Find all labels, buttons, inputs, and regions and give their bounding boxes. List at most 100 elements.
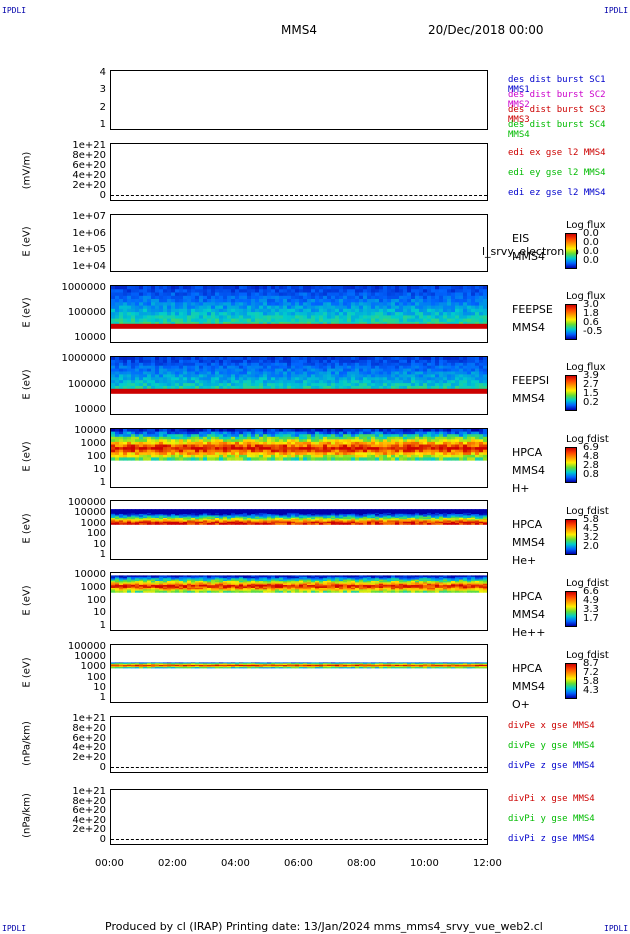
spectrogram-cell bbox=[247, 429, 252, 433]
spectrogram-cell bbox=[135, 590, 140, 593]
spectrogram-cell bbox=[167, 441, 172, 446]
spectrogram-cell bbox=[383, 509, 388, 511]
spectrogram-cell bbox=[155, 431, 160, 435]
spectrogram-cell bbox=[199, 457, 204, 461]
spectrogram-cell bbox=[267, 436, 272, 440]
spectrogram-cell bbox=[467, 362, 472, 367]
spectrogram-cell bbox=[243, 383, 248, 387]
spectrogram-cell bbox=[251, 362, 256, 367]
spectrogram-cell bbox=[419, 374, 424, 378]
spectrogram-cell bbox=[139, 359, 144, 364]
spectrogram-cell bbox=[151, 510, 156, 513]
spectrogram-cell bbox=[427, 289, 432, 294]
spectrogram-cell bbox=[147, 359, 152, 364]
spectrogram-cell bbox=[207, 386, 212, 390]
spectrogram-cell bbox=[363, 519, 368, 522]
spectrogram-cell bbox=[439, 315, 444, 320]
spectrogram-cell bbox=[367, 439, 372, 443]
spectrogram-cell bbox=[207, 289, 212, 294]
spectrogram-cell bbox=[463, 362, 468, 367]
spectrogram-cell bbox=[307, 295, 312, 300]
spectrogram-cell bbox=[303, 295, 308, 300]
spectrogram-cell bbox=[467, 386, 472, 390]
spectrogram-cell bbox=[391, 299, 396, 303]
spectrogram-cell bbox=[431, 315, 436, 320]
spectrogram-cell bbox=[435, 512, 440, 515]
spectrogram-cell bbox=[115, 521, 120, 524]
spectrogram-cell bbox=[175, 452, 180, 456]
spectrogram-cell bbox=[435, 359, 440, 364]
spectrogram-cell bbox=[299, 386, 304, 390]
spectrogram-cell bbox=[287, 520, 292, 523]
spectrogram-cell bbox=[263, 374, 268, 378]
spectrogram-cell bbox=[323, 431, 328, 435]
spectrogram-cell bbox=[207, 579, 212, 582]
spectrogram-cell bbox=[115, 292, 120, 297]
spectrogram-cell bbox=[375, 521, 380, 524]
spectrogram-cell bbox=[207, 520, 212, 523]
spectrogram-cell bbox=[367, 377, 372, 381]
spectrogram-cell bbox=[339, 514, 344, 516]
spectrogram-cell bbox=[471, 292, 476, 297]
spectrogram-cell bbox=[115, 512, 120, 515]
spectrogram-cell bbox=[191, 576, 196, 579]
spectrogram-cell bbox=[235, 520, 240, 523]
spectrogram-cell bbox=[443, 519, 448, 522]
spectrogram-cell bbox=[283, 308, 288, 313]
spectrogram-cell bbox=[399, 515, 404, 518]
spectrogram-cell bbox=[159, 434, 164, 438]
spectrogram-cell bbox=[219, 578, 224, 581]
spectrogram-cell bbox=[215, 434, 220, 438]
spectrogram-cell bbox=[183, 315, 188, 320]
spectrogram-cell bbox=[439, 431, 444, 435]
spectrogram-cell bbox=[303, 520, 308, 523]
spectrogram-cell bbox=[135, 377, 140, 381]
spectrogram-cell bbox=[359, 305, 364, 310]
spectrogram-cell bbox=[215, 514, 220, 516]
spectrogram-cell bbox=[159, 517, 164, 520]
spectrogram-cell bbox=[287, 522, 292, 525]
spectrogram-cell bbox=[383, 434, 388, 438]
spectrogram-cell bbox=[411, 447, 416, 451]
spectrogram-cell bbox=[143, 299, 148, 303]
spectrogram-cell bbox=[415, 521, 420, 524]
spectrogram-cell bbox=[383, 452, 388, 456]
spectrogram-cell bbox=[139, 522, 144, 525]
spectrogram-cell bbox=[411, 386, 416, 390]
spectrogram-cell bbox=[371, 308, 376, 313]
spectrogram-cell bbox=[419, 371, 424, 375]
spectrogram-cell bbox=[203, 429, 208, 433]
spectrogram-cell bbox=[399, 447, 404, 451]
spectrogram-cell bbox=[403, 520, 408, 523]
spectrogram-cell bbox=[211, 431, 216, 435]
spectrogram-cell bbox=[479, 368, 484, 373]
spectrogram-cell bbox=[367, 365, 372, 370]
spectrogram-cell bbox=[315, 457, 320, 461]
spectrogram-cell bbox=[455, 371, 460, 375]
spectrogram-cell bbox=[131, 515, 136, 518]
spectrogram-cell bbox=[191, 444, 196, 448]
spectrogram-cell bbox=[483, 299, 487, 303]
spectrogram-cell bbox=[307, 509, 312, 511]
spectrogram-cell bbox=[207, 429, 212, 433]
spectrogram-cell bbox=[323, 286, 328, 290]
spectrogram-cell bbox=[479, 522, 484, 525]
spectrogram-cell bbox=[423, 431, 428, 435]
spectrogram-cell bbox=[467, 447, 472, 451]
spectrogram-cell bbox=[351, 289, 356, 294]
spectrogram-cell bbox=[335, 517, 340, 520]
spectrogram-cell bbox=[227, 578, 232, 581]
spectrogram-cell bbox=[191, 582, 196, 585]
spectrogram-cell bbox=[395, 292, 400, 297]
spectrogram-cell bbox=[339, 302, 344, 307]
spectrogram-cell bbox=[187, 383, 192, 387]
spectrogram-cell bbox=[407, 515, 412, 518]
spectrogram-cell bbox=[303, 441, 308, 446]
spectrogram-cell bbox=[339, 362, 344, 367]
spectrogram-cell bbox=[275, 510, 280, 513]
spectrogram-cell bbox=[219, 357, 224, 361]
spectrogram-cell bbox=[427, 512, 432, 515]
spectrogram-cell bbox=[247, 318, 252, 323]
spectrogram-cell bbox=[411, 308, 416, 313]
spectrogram-cell bbox=[303, 449, 308, 453]
